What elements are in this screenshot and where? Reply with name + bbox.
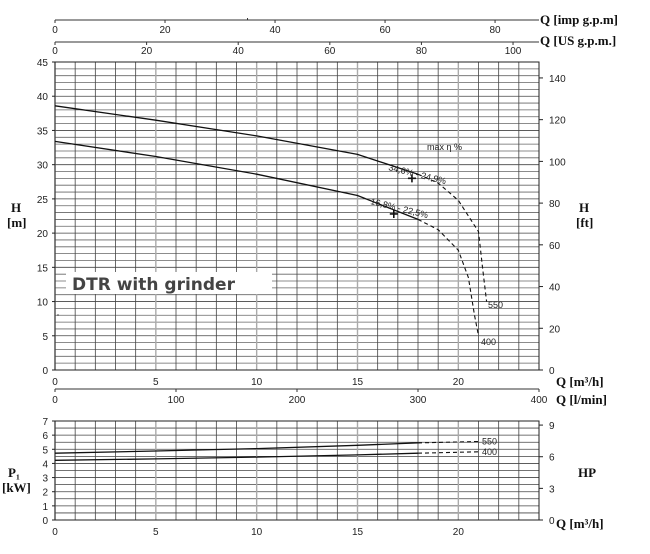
svg-text:60: 60	[379, 25, 391, 36]
svg-text:20: 20	[453, 527, 465, 538]
svg-text:10: 10	[37, 298, 49, 309]
curve-400-solid	[54, 452, 419, 461]
curve-550-dashed	[417, 173, 488, 302]
svg-text:5: 5	[42, 332, 48, 343]
svg-text:80: 80	[489, 25, 501, 36]
svg-text:7: 7	[42, 417, 48, 428]
chart-title: DTR with grinder	[72, 275, 236, 295]
svg-text:30: 30	[37, 161, 49, 172]
svg-text:10: 10	[251, 527, 263, 538]
q-m3h-power-label: Q [m³/h]	[556, 516, 604, 531]
svg-text:0: 0	[42, 366, 48, 377]
q-imp-label: Q [imp g.p.m]	[540, 12, 618, 27]
efficiency-marker-550	[407, 174, 416, 183]
svg-text:300: 300	[410, 395, 427, 406]
svg-text:9: 9	[549, 421, 555, 432]
curve-400-dashed	[417, 451, 479, 454]
svg-text:400: 400	[531, 395, 548, 406]
svg-text:2: 2	[42, 488, 48, 499]
q-us-label: Q [US g.p.m.]	[540, 33, 616, 48]
svg-text:120: 120	[549, 116, 566, 127]
curve-550-solid	[54, 442, 419, 454]
curve-550-dashed	[417, 440, 479, 444]
svg-text:20: 20	[159, 25, 171, 36]
power-label-550: 550	[482, 437, 497, 447]
svg-text:40: 40	[37, 92, 49, 103]
svg-text:40: 40	[269, 25, 281, 36]
svg-text:15: 15	[37, 263, 49, 274]
svg-text:15: 15	[352, 527, 364, 538]
svg-text:20: 20	[549, 324, 561, 335]
svg-text:5: 5	[153, 377, 159, 388]
p1-unit: [kW]	[2, 480, 31, 495]
svg-text:3: 3	[549, 484, 555, 495]
svg-text:100: 100	[549, 157, 566, 168]
svg-text:0: 0	[549, 516, 555, 527]
svg-text:20: 20	[453, 377, 465, 388]
curve-label-550: 550	[488, 300, 503, 310]
svg-text:0: 0	[52, 395, 58, 406]
q-lmin-label: Q [l/min]	[556, 392, 607, 407]
svg-text:3: 3	[42, 474, 48, 485]
curve-400-solid	[54, 140, 419, 221]
hp-label: HP	[578, 465, 596, 480]
svg-text:80: 80	[549, 199, 561, 210]
h-ft-label: H	[579, 200, 589, 215]
svg-text:35: 35	[37, 126, 49, 137]
top-flow-axes: 0 20 40 60 80 0 20 40 60 80 100	[52, 18, 539, 57]
svg-text:200: 200	[289, 395, 306, 406]
q-m3h-label: Q [m³/h]	[556, 374, 604, 389]
svg-text:1: 1	[42, 502, 48, 513]
svg-text:6: 6	[549, 453, 555, 464]
svg-text:5: 5	[42, 445, 48, 456]
svg-text:0: 0	[52, 25, 58, 36]
svg-text:5: 5	[153, 527, 159, 538]
svg-text:10: 10	[251, 377, 263, 388]
svg-text:25: 25	[37, 195, 49, 206]
svg-text:100: 100	[168, 395, 185, 406]
svg-text:45: 45	[37, 58, 49, 69]
svg-text:0: 0	[52, 377, 58, 388]
svg-text:140: 140	[549, 74, 566, 85]
svg-text:0: 0	[52, 46, 58, 57]
efficiency-marker-400	[389, 209, 398, 218]
curve-550-solid	[54, 105, 419, 175]
power-label-400: 400	[482, 447, 497, 457]
curve-label-400: 400	[481, 337, 496, 347]
svg-text:20: 20	[141, 46, 153, 57]
curve-400-dashed	[417, 218, 480, 336]
h-m-label: H	[11, 200, 21, 215]
svg-text:0: 0	[52, 527, 58, 538]
efficiency-label-400: 16,8% - 22,5%	[370, 196, 430, 220]
axis-labels: Q [imp g.p.m] Q [US g.p.m.] H [m] H [ft]…	[2, 12, 618, 531]
svg-text:15: 15	[352, 377, 364, 388]
svg-text:6: 6	[42, 431, 48, 442]
svg-text:60: 60	[324, 46, 336, 57]
svg-text:40: 40	[549, 283, 561, 294]
h-ft-unit: [ft]	[576, 215, 593, 230]
svg-text:80: 80	[416, 46, 428, 57]
svg-text:60: 60	[549, 241, 561, 252]
svg-text:0: 0	[42, 516, 48, 527]
p1-label: P₁	[8, 465, 20, 480]
svg-text:0: 0	[549, 366, 555, 377]
chart-title-box: DTR with grinder	[66, 272, 272, 295]
svg-text:40: 40	[233, 46, 245, 57]
svg-text:100: 100	[505, 46, 522, 57]
h-m-unit: [m]	[7, 215, 27, 230]
svg-text:4: 4	[42, 459, 48, 470]
max-eta-label: max η %	[427, 142, 462, 152]
svg-text:20: 20	[37, 229, 49, 240]
